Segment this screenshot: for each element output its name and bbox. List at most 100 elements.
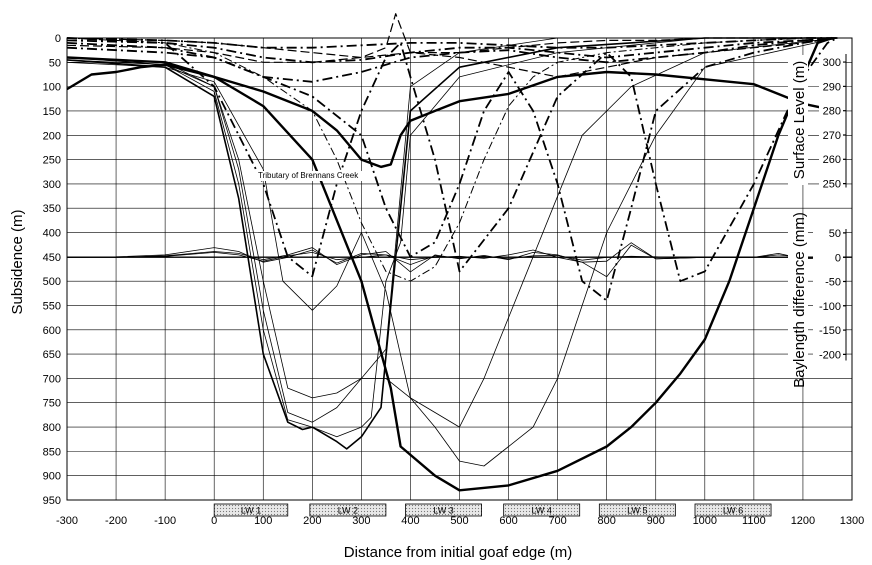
x-tick-label: 1200	[791, 515, 815, 527]
x-tick-label: 300	[352, 515, 370, 527]
y-tick-label: 150	[43, 106, 61, 118]
y-tick-label: 250	[43, 155, 61, 167]
longwall-label: LW 2	[338, 506, 358, 516]
x-tick-label: 0	[211, 515, 217, 527]
series-line	[66, 37, 838, 49]
series-line	[66, 37, 838, 450]
surface-level-tick-label: 290	[823, 81, 841, 93]
surface-level-tick-label: 260	[823, 154, 841, 166]
series-line	[66, 37, 838, 302]
y-tick-label: 350	[43, 203, 61, 215]
surface-level-tick-label: 250	[823, 179, 841, 191]
x-tick-label: 900	[647, 515, 665, 527]
longwall-box	[213, 503, 289, 517]
y-tick-label: 900	[43, 471, 61, 483]
x-tick-label: -100	[154, 515, 176, 527]
longwall-label: LW 5	[627, 506, 647, 516]
y-tick-label: 850	[43, 446, 61, 458]
baylength-tick-label: -50	[825, 277, 841, 289]
longwall-panels: LW 1 LW 2 LW 3 LW 4 LW 5 LW 6	[213, 503, 772, 517]
longwall-box	[503, 503, 581, 517]
annotation-bg	[256, 171, 368, 181]
y-tick-label: 750	[43, 398, 61, 410]
series-line	[66, 63, 838, 169]
y-tick-label: 650	[43, 349, 61, 361]
y-tick-label: 450	[43, 252, 61, 264]
series-line	[66, 37, 838, 428]
longwall-box	[309, 503, 387, 517]
series-line	[66, 13, 838, 59]
y-tick-label: 200	[43, 130, 61, 142]
baylength-tick-bg	[813, 227, 843, 239]
y-tick-label: 0	[55, 33, 61, 45]
series-line	[66, 37, 838, 467]
baylength-tick-bg	[813, 299, 843, 312]
y-tick-label: 800	[43, 422, 61, 434]
y-tick-label: 950	[43, 495, 61, 507]
baylength-tick-bg	[813, 251, 843, 264]
y-tick-label: 100	[43, 82, 61, 94]
series-line	[66, 37, 838, 282]
y-tick-label: 300	[43, 179, 61, 191]
y-tick-label: 700	[43, 373, 61, 385]
y-axis-title: Subsidence (m)	[9, 209, 26, 314]
series-line	[66, 37, 838, 423]
longwall-label: LW 3	[433, 506, 453, 516]
longwall-box	[694, 503, 772, 517]
longwall-label: LW 4	[532, 506, 552, 516]
series-line	[66, 36, 833, 492]
tick-labels: -300 -200 -100 0 100 200 300 400 500 600 700 800 900…	[43, 33, 865, 527]
x-tick-label: 200	[303, 515, 321, 527]
baylength-tick-bg	[813, 275, 843, 288]
baylength-tick-bg	[813, 324, 843, 337]
surface-level-tick-bg	[819, 104, 843, 117]
x-tick-label: 1000	[693, 515, 717, 527]
longwall-label: LW 1	[241, 506, 261, 516]
surface-level-tick-label: 280	[823, 106, 841, 118]
series-line	[66, 37, 838, 78]
baylength-tick-label: -100	[819, 301, 841, 313]
surface-level-tick-bg	[819, 56, 843, 68]
surface-level-tick-label: 300	[823, 57, 841, 69]
y-tick-label: 600	[43, 325, 61, 337]
x-tick-label: 700	[548, 515, 566, 527]
baylength-series	[66, 242, 852, 278]
surface-level-title: Surface Level (m)	[791, 61, 808, 179]
series-line	[66, 37, 838, 83]
baylength-tick-label: 50	[829, 228, 841, 240]
y-tick-label: 550	[43, 300, 61, 312]
surface-level-tick-bg	[819, 80, 843, 93]
x-tick-label: 500	[450, 515, 468, 527]
x-tick-label: 600	[499, 515, 517, 527]
y-tick-label: 500	[43, 276, 61, 288]
longwall-box	[598, 503, 676, 517]
axes	[788, 54, 847, 375]
x-tick-label: 1100	[742, 515, 766, 527]
baylength-tick-label: 0	[835, 252, 841, 264]
surface-level-tick-bg	[819, 177, 843, 190]
y-tick-label: 50	[49, 57, 61, 69]
x-tick-label: 100	[254, 515, 272, 527]
surface-level-tick-bg	[819, 128, 843, 141]
x-tick-label: 400	[401, 515, 419, 527]
baylength-title: Baylength difference (mm)	[791, 212, 808, 388]
baylength-tick-bg	[813, 348, 843, 361]
series-line	[66, 37, 838, 64]
x-tick-label: 1300	[840, 515, 864, 527]
tributary-annotation: Tributary of Brennans Creek	[258, 171, 359, 180]
x-tick-label: 800	[598, 515, 616, 527]
baylength-tick-label: -200	[819, 350, 841, 362]
x-tick-label: -200	[105, 515, 127, 527]
surface-level-title-bg	[788, 55, 808, 185]
baylength-tick-label: -150	[819, 325, 841, 337]
baylength-title-bg	[788, 225, 808, 375]
y-tick-label: 400	[43, 228, 61, 240]
surface-level-tick-label: 270	[823, 130, 841, 142]
longwall-label: LW 6	[723, 506, 743, 516]
surface-level-tick-bg	[819, 153, 843, 166]
x-tick-label: -300	[56, 515, 78, 527]
longwall-box	[405, 503, 482, 517]
series-line	[66, 37, 838, 438]
x-axis-title: Distance from initial goaf edge (m)	[344, 544, 572, 561]
